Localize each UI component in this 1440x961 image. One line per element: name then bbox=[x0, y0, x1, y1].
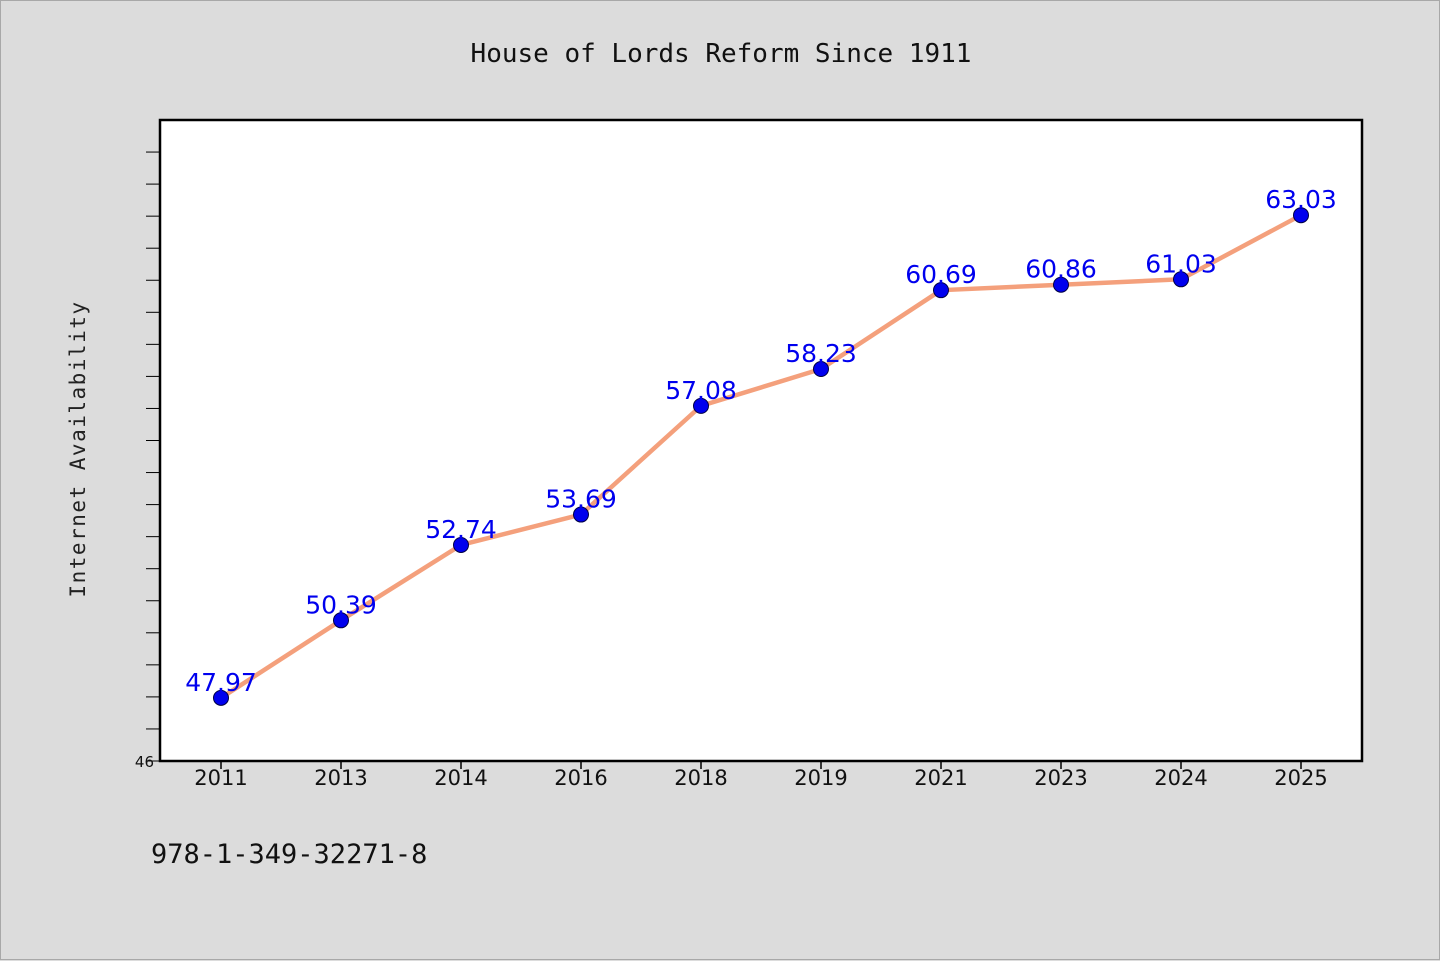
data-label: 58.23 bbox=[785, 339, 857, 368]
y-axis-label: Internet Availability bbox=[66, 300, 90, 597]
chart-title: House of Lords Reform Since 1911 bbox=[471, 39, 972, 69]
data-label: 52.74 bbox=[425, 515, 497, 544]
series-line bbox=[219, 213, 1303, 700]
data-label: 47.97 bbox=[185, 668, 257, 697]
data-point bbox=[1173, 271, 1189, 288]
data-point bbox=[333, 612, 349, 629]
x-tick-label: 2025 bbox=[1274, 766, 1327, 790]
x-tick-label: 2021 bbox=[914, 766, 967, 790]
data-point bbox=[573, 506, 589, 523]
data-label: 61.03 bbox=[1145, 249, 1217, 278]
x-tick-label: 2011 bbox=[194, 766, 247, 790]
x-tick-label: 2023 bbox=[1034, 766, 1087, 790]
data-label: 60.69 bbox=[905, 260, 977, 289]
y-axis: 46 bbox=[135, 151, 160, 771]
data-label: 63.03 bbox=[1265, 185, 1337, 214]
plot-area bbox=[158, 118, 1364, 763]
data-label: 60.86 bbox=[1025, 255, 1097, 284]
data-label: 50.39 bbox=[305, 590, 377, 619]
x-tick-label: 2016 bbox=[554, 766, 607, 790]
x-tick-label: 2013 bbox=[314, 766, 367, 790]
data-point bbox=[213, 689, 229, 706]
data-labels: 47.97 50.39 52.74 53.69 57.08 58.23 60.69 60.86… bbox=[185, 185, 1337, 697]
data-point bbox=[693, 397, 709, 414]
x-tick-label: 2014 bbox=[434, 766, 487, 790]
x-tick-label: 2018 bbox=[674, 766, 727, 790]
data-point bbox=[1293, 207, 1309, 224]
data-label: 57.08 bbox=[665, 376, 737, 405]
x-tick-label: 2024 bbox=[1154, 766, 1207, 790]
data-point bbox=[453, 536, 469, 553]
x-axis: 2011 2013 2014 2016 2018 2019 2021 2023 2024 2025 bbox=[194, 761, 1328, 790]
footer-code: 978-1-349-32271-8 bbox=[151, 839, 427, 870]
series-markers bbox=[213, 207, 1309, 706]
data-point bbox=[1053, 276, 1069, 293]
data-label: 53.69 bbox=[545, 485, 617, 514]
data-point bbox=[813, 361, 829, 378]
y-tick-label: 46 bbox=[135, 753, 154, 771]
data-point bbox=[933, 282, 949, 299]
x-tick-label: 2019 bbox=[794, 766, 847, 790]
